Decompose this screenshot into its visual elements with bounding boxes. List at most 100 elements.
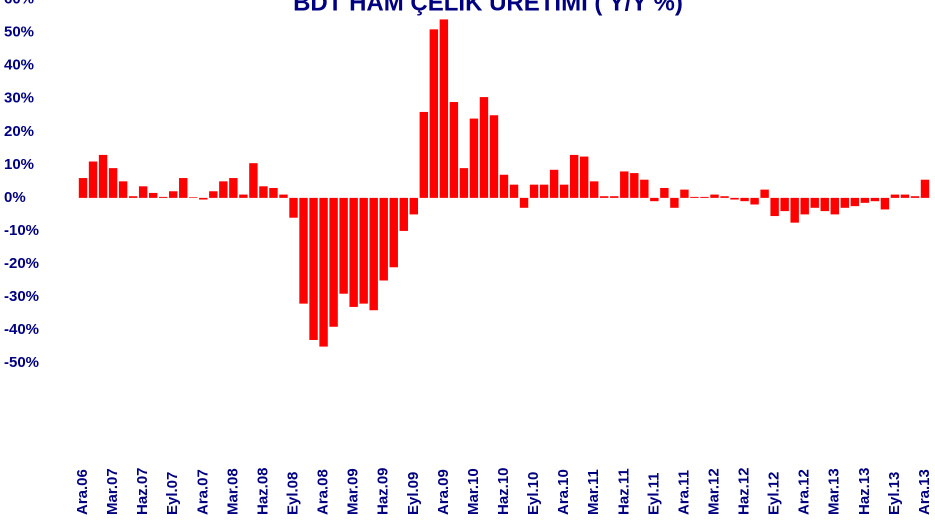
bar [670,197,679,208]
bar [449,102,459,198]
bar [800,197,809,215]
bar [710,194,719,198]
bar [860,197,870,203]
bar [529,184,539,198]
bar [810,197,819,208]
bar [319,197,328,347]
bar [479,97,489,198]
x-tick-label: Mar.11 [585,469,602,515]
bar [269,187,278,198]
x-tick-label: Haz.09 [375,467,392,515]
bar [309,197,318,340]
bar [790,197,799,223]
bar [299,197,308,304]
y-tick-label: -50% [4,354,39,371]
bar [118,181,128,198]
bar [239,194,248,198]
bar [820,197,829,212]
bar [850,197,860,207]
bar [439,19,449,198]
bar [158,196,168,198]
x-tick-label: Haz.11 [615,468,632,515]
bar [720,196,729,198]
x-tick-label: Mar.10 [465,468,482,515]
x-tick-label: Mar.13 [826,468,843,515]
bar [179,178,188,198]
bar [199,197,208,200]
y-tick-label: 30% [4,90,34,107]
bar [419,111,429,198]
bar [740,197,749,202]
bar [459,168,469,198]
bar [148,192,158,198]
bar [108,168,118,198]
bar [489,115,499,198]
bar [830,197,839,215]
bar [78,178,88,198]
y-tick-label: 20% [4,123,34,140]
bar [870,197,880,202]
bar [579,156,589,198]
bar [600,196,609,198]
x-tick-label: Haz.12 [736,467,753,515]
bar [700,196,709,198]
bar [359,197,368,304]
bar [630,173,639,198]
x-tick-label: Ara.07 [194,469,211,515]
x-tick-label: Eyl.11 [645,472,662,515]
bar [750,197,759,205]
bar [780,197,789,212]
x-tick-label: Ara.12 [796,469,813,515]
x-tick-label: Eyl.08 [284,472,301,515]
x-tick-label: Ara.08 [315,469,332,515]
x-tick-label: Eyl.10 [525,472,542,515]
bar [620,171,629,198]
x-tick-label: Haz.07 [134,467,151,515]
bar [559,184,569,198]
bar [499,174,509,198]
y-tick-label: -20% [4,255,39,272]
bar [339,197,348,294]
x-tick-label: Eyl.07 [164,472,181,515]
y-tick-label: 40% [4,57,34,74]
x-tick-label: Haz.10 [495,467,512,515]
bar [249,163,258,198]
bar [920,179,930,198]
y-tick-label: 60% [4,0,34,8]
y-tick-label: -40% [4,321,39,338]
x-tick-label: Mar.08 [224,468,241,515]
bar [680,189,689,198]
x-tick-label: Ara.06 [74,469,91,515]
y-tick-label: 50% [4,24,34,41]
bar [590,181,599,198]
bar [840,197,850,208]
bar [259,186,268,198]
x-tick-label: Mar.09 [345,468,362,515]
bar [169,191,178,198]
x-tick-label: Ara.09 [435,469,452,515]
bar [88,161,98,198]
bar [519,197,529,208]
y-tick-label: 10% [4,156,34,173]
bar [650,197,659,202]
bar [279,194,288,198]
bar [660,187,669,198]
x-tick-label: Haz.13 [856,467,873,515]
x-tick-label: Mar.12 [705,468,722,515]
bar [229,178,238,198]
bar [890,194,900,198]
bar [429,29,439,198]
x-tick-label: Ara.11 [675,470,692,515]
bar [98,154,108,198]
chart-title: BDT HAM ÇELİK ÜRETİMİ ( Y/Y %) [293,0,683,16]
bar [219,181,228,198]
bar [379,197,388,281]
x-tick-label: Eyl.13 [886,472,903,515]
bar [640,179,649,198]
bar [900,194,910,198]
bar [138,186,148,198]
x-tick-label: Eyl.12 [766,472,783,515]
bar [399,197,408,231]
bar [760,189,769,198]
